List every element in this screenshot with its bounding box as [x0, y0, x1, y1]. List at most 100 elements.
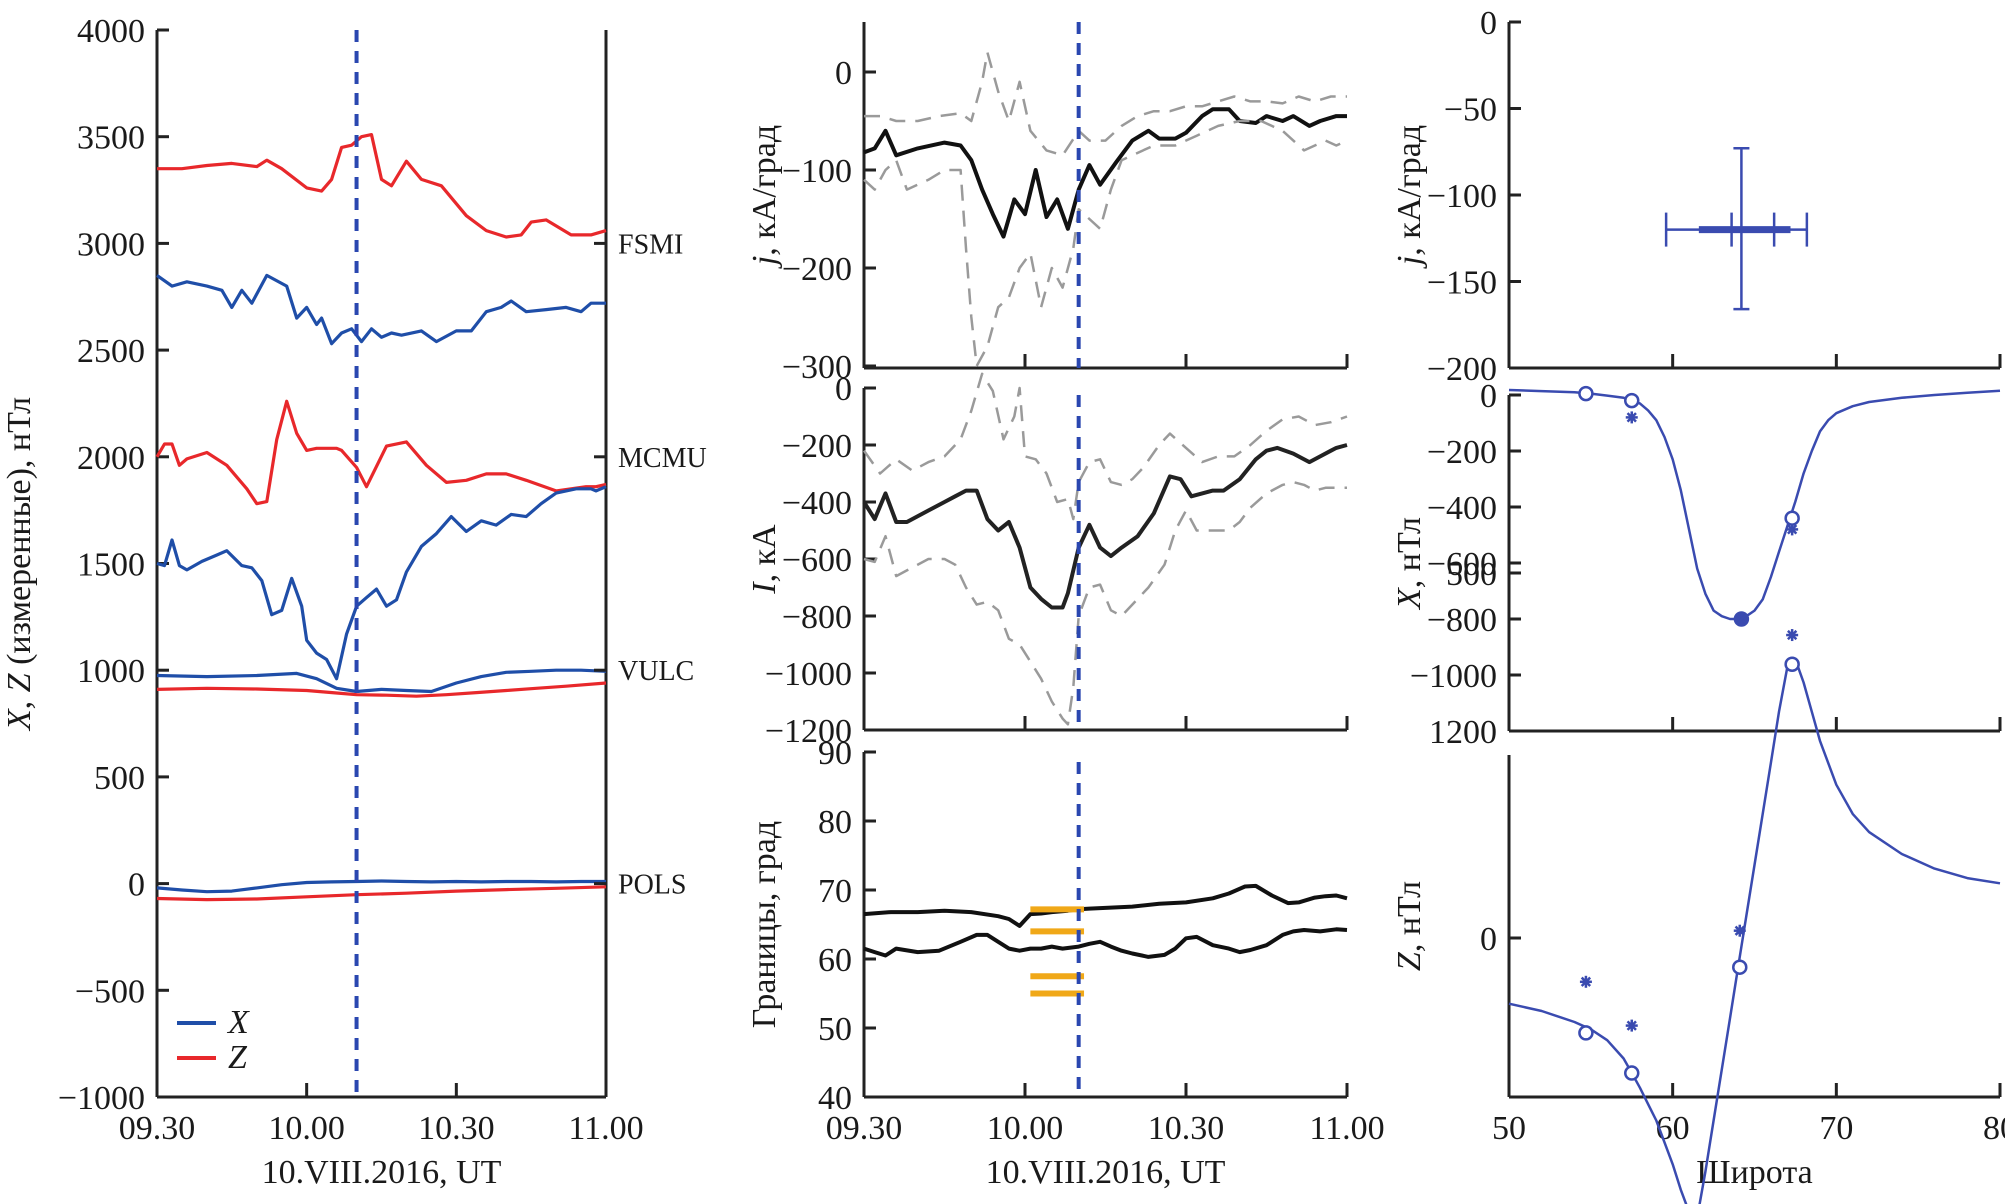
y-tick-label: 0	[1480, 921, 1497, 958]
y-axis-title-part: X	[1, 708, 38, 732]
y-axis-title-part: , кА	[746, 524, 783, 583]
model-star-point	[1625, 411, 1638, 424]
y-tick-label: −150	[1427, 265, 1497, 302]
station-label: FSMI	[618, 229, 683, 260]
star-ray	[1736, 613, 1747, 625]
series-line-pols-z	[156, 885, 607, 902]
x-tick-label: 10.30	[1148, 1110, 1225, 1147]
y-tick-label: −800	[782, 599, 852, 636]
y-axis-title: X, нТл	[1391, 517, 1428, 611]
series-line-mcmu-z	[155, 399, 607, 506]
y-axis-title-part: j	[1391, 256, 1428, 269]
observed-point	[1732, 959, 1748, 975]
y-axis-title-part: , нТл	[1391, 881, 1428, 952]
y-tick-label: −100	[1427, 178, 1497, 215]
panel-right-top: 0 −50 −100 −150 −200 j, кА/град	[1391, 5, 2002, 388]
legend-label-x: X	[226, 1004, 250, 1041]
star-ray	[1580, 976, 1592, 987]
y-axis-title-part: X	[1391, 587, 1428, 611]
x-tick-label: 60	[1656, 1110, 1690, 1147]
y-tick-label: 0	[1480, 378, 1497, 415]
y-tick-label: −500	[75, 973, 145, 1010]
star-ray	[1626, 1020, 1637, 1031]
x-tick-label: 09.30	[826, 1110, 903, 1147]
series-line-vulc-x	[156, 668, 607, 694]
legend-label-z: Z	[228, 1039, 248, 1076]
y-tick-label: −200	[1427, 434, 1497, 471]
x-tick-label: 80	[1983, 1110, 2005, 1147]
model-star-point	[1733, 924, 1746, 937]
y-tick-label: 2500	[77, 333, 145, 370]
x-tick-label: 50	[1492, 1110, 1526, 1147]
y-axis-title-part: Z	[1391, 951, 1428, 971]
series-line-upper-boundary	[863, 883, 1348, 928]
series-line-i	[862, 443, 1348, 610]
model-star-point	[1579, 975, 1592, 988]
x-tick-label: 70	[1819, 1110, 1853, 1147]
panel-mid-middle: 0 −200 −400 −600 −800 −1000 −1200 I, кА	[746, 371, 1349, 750]
y-tick-label: 40	[818, 1080, 852, 1117]
y-tick-label: −800	[1427, 602, 1497, 639]
station-label: POLS	[618, 870, 686, 901]
y-tick-label: 3000	[77, 226, 145, 263]
y-axis-title-part: I	[746, 581, 783, 595]
station-label: VULC	[618, 656, 694, 687]
y-axis-title: Z, нТл	[1391, 881, 1428, 971]
x-tick-label: 10.30	[418, 1110, 495, 1147]
observed-point	[1624, 392, 1640, 409]
y-axis-title-part: , нТл	[1391, 517, 1428, 588]
observed-point	[1578, 1025, 1594, 1041]
y-tick-label: 0	[835, 371, 852, 408]
panel-right-middle: 0 −200 −400 −600 −800 −1000 1200 X, нТл	[1391, 378, 2002, 751]
x-axis-title: 10.VIII.2016, UT	[986, 1154, 1226, 1191]
y-tick-label: 50	[818, 1011, 852, 1048]
y-tick-label: 0	[128, 867, 145, 904]
y-axis-title: X, Z (измеренные), нТл	[1, 397, 38, 732]
y-tick-label: −300	[782, 349, 852, 386]
observed-point	[1624, 1065, 1640, 1081]
y-tick-label: 70	[818, 873, 852, 910]
model-star-point	[1735, 613, 1748, 625]
observed-point	[1784, 656, 1800, 672]
series-line-fsmi-x	[156, 273, 606, 346]
model-curve	[1508, 388, 2001, 621]
y-tick-label: 500	[1446, 556, 1497, 593]
y-axis-title-part: Z	[1, 672, 38, 692]
y-tick-label: −200	[782, 251, 852, 288]
y-tick-label: −1000	[765, 656, 852, 693]
star-ray	[1626, 412, 1637, 423]
model-star-point	[1786, 629, 1799, 642]
y-tick-label: 3500	[77, 120, 145, 157]
series-line-i-upper-bound	[862, 372, 1348, 521]
y-tick-label: −200	[782, 428, 852, 465]
x-tick-label: 09.30	[119, 1110, 196, 1147]
y-tick-label: −200	[1427, 351, 1497, 388]
y-tick-label: 4000	[77, 13, 145, 50]
x-tick-label: 11.00	[568, 1110, 643, 1147]
y-axis-title-part: , кА/град	[746, 125, 783, 256]
y-tick-label: −100	[782, 153, 852, 190]
series-line-j	[863, 107, 1347, 239]
y-tick-label: −1200	[765, 713, 852, 750]
y-tick-label: 90	[818, 735, 852, 772]
y-tick-label: 1500	[77, 547, 145, 584]
x-tick-label: 10.00	[268, 1110, 345, 1147]
y-tick-label: 60	[818, 942, 852, 979]
y-axis-title-part: (измеренные), нТл	[1, 397, 38, 674]
star-ray	[1787, 524, 1798, 535]
y-tick-label: 0	[835, 55, 852, 92]
y-tick-label: −1000	[1410, 658, 1497, 695]
series-line-vulc-z	[156, 681, 607, 698]
panel-mid-top: 0 −100 −200 −300 j, кА/град	[746, 22, 1349, 386]
model-star-point	[1786, 523, 1799, 536]
series-line-i-lower-bound	[863, 480, 1347, 726]
station-label: MCMU	[618, 443, 707, 474]
star-ray	[1787, 629, 1798, 641]
y-tick-label: −400	[1427, 490, 1497, 527]
y-axis-title-part: Границы, град	[746, 821, 783, 1028]
y-axis-title: Границы, град	[746, 821, 783, 1028]
star-ray	[1734, 925, 1745, 936]
panel-left: −1000 −500 0 500 1000 1500 2000 2500 3000 3500 400…	[1, 13, 707, 1191]
